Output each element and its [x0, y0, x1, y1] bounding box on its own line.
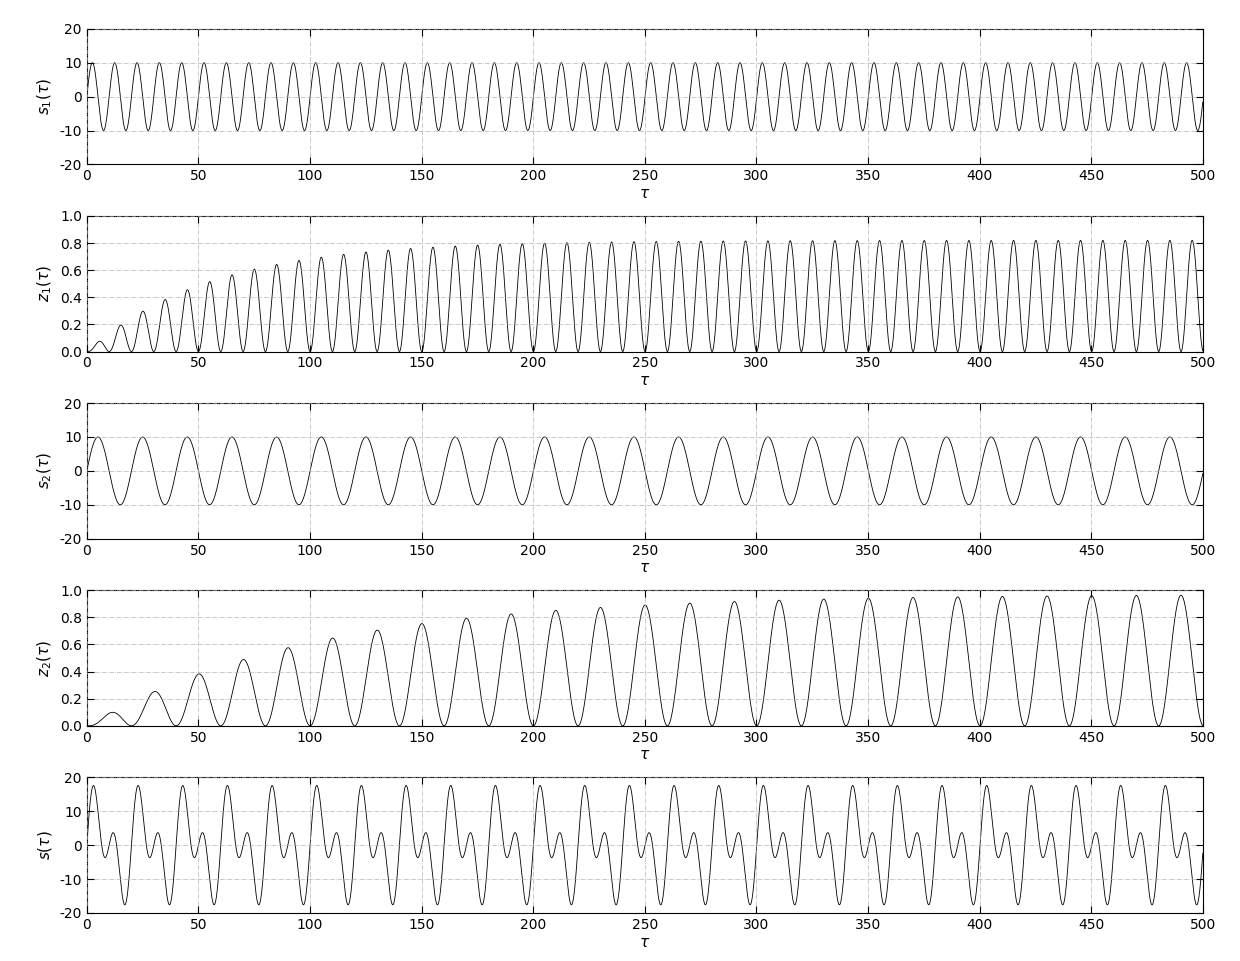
X-axis label: $\tau$: $\tau$	[639, 373, 651, 388]
Y-axis label: $s(\tau)$: $s(\tau)$	[36, 830, 53, 860]
X-axis label: $\tau$: $\tau$	[639, 186, 651, 201]
X-axis label: $\tau$: $\tau$	[639, 935, 651, 949]
Y-axis label: $s_1(\tau)$: $s_1(\tau)$	[36, 78, 53, 115]
Y-axis label: $z_1(\tau)$: $z_1(\tau)$	[36, 265, 55, 303]
Y-axis label: $z_2(\tau)$: $z_2(\tau)$	[36, 639, 55, 677]
Y-axis label: $s_2(\tau)$: $s_2(\tau)$	[36, 453, 53, 489]
X-axis label: $\tau$: $\tau$	[639, 748, 651, 762]
X-axis label: $\tau$: $\tau$	[639, 560, 651, 576]
